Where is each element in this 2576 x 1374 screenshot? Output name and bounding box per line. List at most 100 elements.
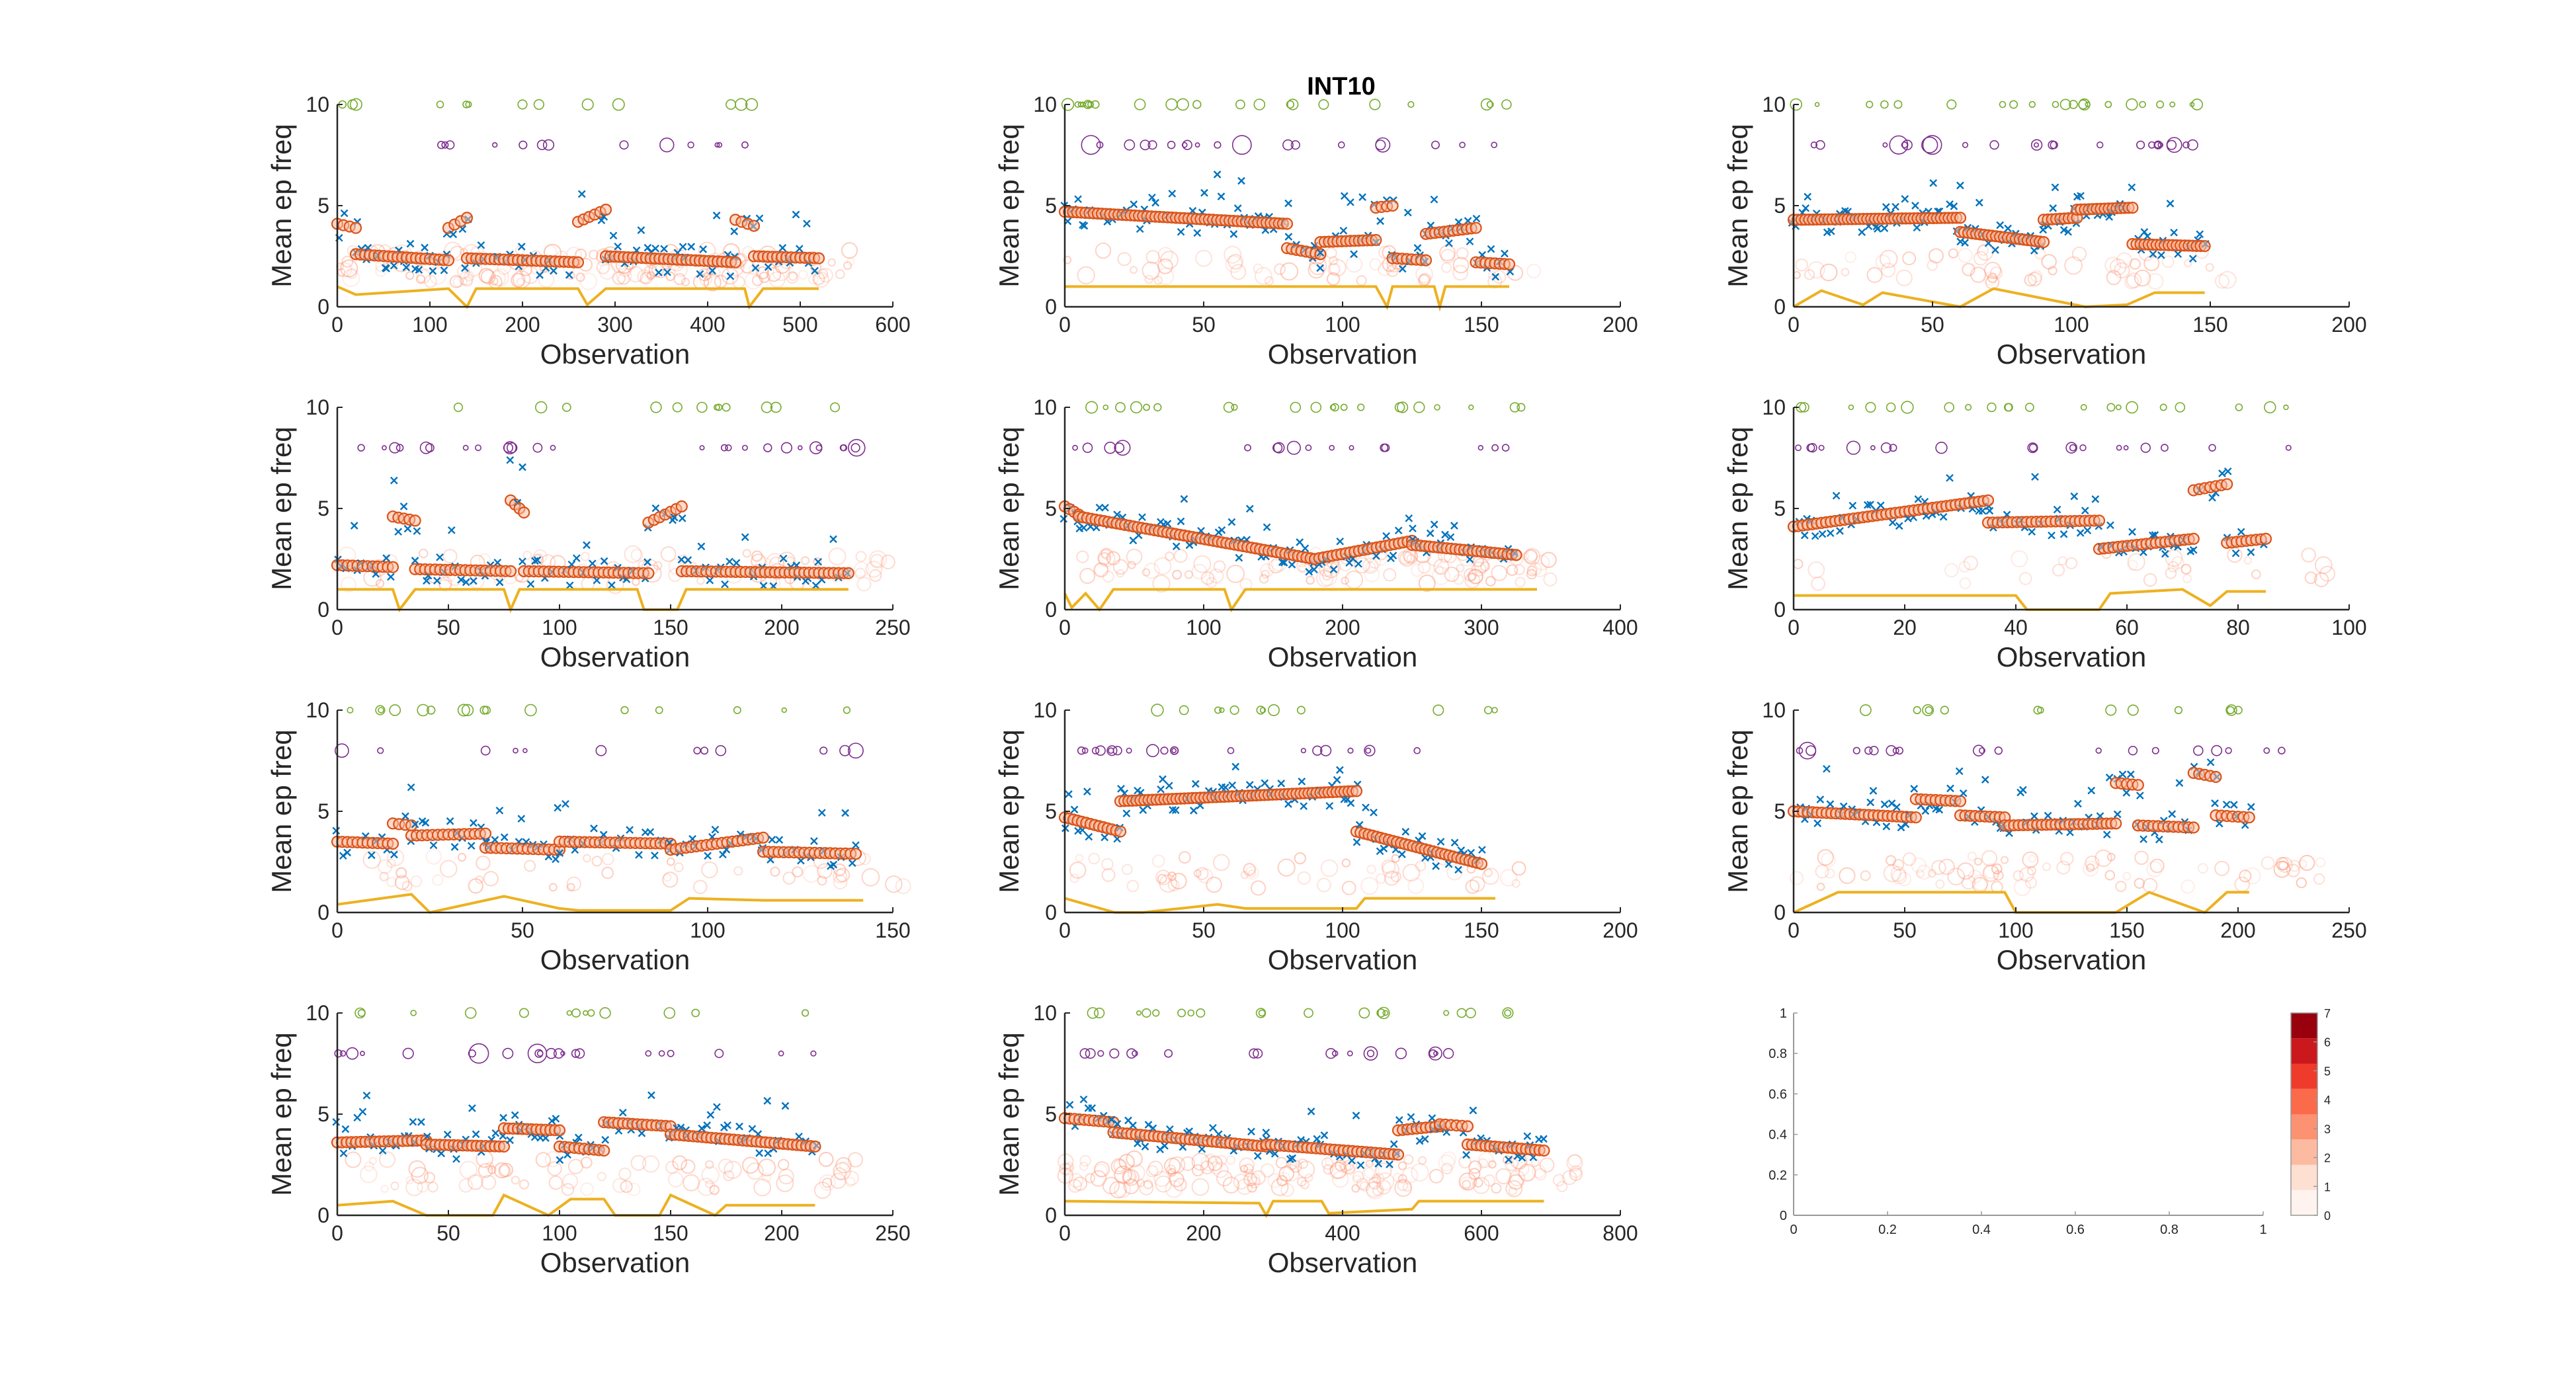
bg-circle-point xyxy=(786,271,799,284)
mid-marker-point xyxy=(1380,443,1389,452)
observed-point xyxy=(411,557,419,565)
fit-point xyxy=(1909,811,1922,824)
mid-marker-point xyxy=(1329,444,1335,451)
x-tick-label: 150 xyxy=(2109,918,2144,942)
bg-circle-point xyxy=(2129,258,2141,270)
observed-point xyxy=(1911,202,1919,210)
top-marker-point xyxy=(581,98,594,111)
bg-circle-point xyxy=(627,266,644,283)
mid-marker-point xyxy=(389,442,401,454)
observed-point xyxy=(2028,528,2036,536)
top-marker-point xyxy=(1434,404,1440,411)
observed-point xyxy=(1836,527,1844,535)
bg-circle-point xyxy=(895,878,911,895)
observed-point xyxy=(343,848,351,857)
observed-point xyxy=(2051,183,2059,192)
observed-point xyxy=(811,581,820,590)
observed-point xyxy=(1804,192,1812,201)
bg-circle-point xyxy=(432,874,444,886)
bg-circle-point xyxy=(817,863,833,879)
bg-circle-point xyxy=(2018,572,2032,585)
mid-marker-point xyxy=(2123,445,2129,451)
observed-point xyxy=(2188,255,2197,263)
top-marker-point xyxy=(1509,402,1520,413)
observed-point xyxy=(1101,503,1109,512)
observed-point xyxy=(1901,195,1909,203)
top-marker-point xyxy=(761,401,773,413)
mid-marker-point xyxy=(714,142,720,148)
bg-circle-point xyxy=(1306,575,1315,585)
top-marker-point xyxy=(1153,403,1162,412)
observed-point xyxy=(1880,224,1889,232)
x-tick-label: 100 xyxy=(412,313,447,337)
observed-point xyxy=(413,527,421,536)
mid-marker-point xyxy=(839,745,851,756)
observed-point xyxy=(447,526,456,534)
bg-circle-point xyxy=(1142,568,1151,577)
bg-circle-point xyxy=(828,547,847,565)
mid-marker-point xyxy=(2182,141,2190,149)
bg-circle-point xyxy=(452,276,464,288)
top-marker-point xyxy=(655,706,663,714)
observed-point xyxy=(841,809,849,817)
bg-circle-point xyxy=(1243,863,1256,876)
observed-point xyxy=(1895,522,1903,530)
bg-circle-point xyxy=(1434,565,1444,575)
bg-circle-point xyxy=(478,268,494,284)
subplot-5: 0 100 200 300 400 0 5 10 Observation Mean ep freq xyxy=(993,395,1638,672)
top-marker-point xyxy=(1965,403,1972,411)
observed-point xyxy=(708,266,716,275)
bg-circle-point xyxy=(1297,871,1311,885)
fit-point xyxy=(599,204,612,216)
observed-point xyxy=(1113,510,1121,519)
mid-marker-point xyxy=(1231,135,1252,155)
observed-point xyxy=(1117,785,1125,793)
observed-point xyxy=(1284,233,1293,241)
observed-point xyxy=(1168,189,1177,198)
x-tick-label: 400 xyxy=(1602,616,1638,639)
top-marker-point xyxy=(1901,401,1914,414)
bg-circle-point xyxy=(846,257,855,266)
observed-point xyxy=(719,850,727,859)
observed-point xyxy=(1136,225,1144,233)
y-tick-label: 10 xyxy=(1762,698,1786,722)
y-axis-label: Mean ep freq xyxy=(1722,729,1753,893)
bg-circle-point xyxy=(1819,263,1838,282)
observed-point xyxy=(829,535,837,544)
fit-point xyxy=(479,827,492,840)
bg-circle-point xyxy=(1130,266,1138,274)
x-tick-label: 50 xyxy=(436,616,460,639)
observed-point xyxy=(2149,250,2157,259)
top-marker-point xyxy=(2126,401,2139,414)
observed-point xyxy=(1159,775,1167,784)
bg-circle-point xyxy=(589,249,599,260)
x-tick-label: 50 xyxy=(1192,313,1216,337)
x-tick-label: 40 xyxy=(2004,616,2028,639)
bg-circle-point xyxy=(1441,262,1452,273)
bg-circle-point xyxy=(1069,873,1079,883)
bg-circle-point xyxy=(1970,266,1987,283)
observed-point xyxy=(1888,518,1897,527)
bg-circle-point xyxy=(769,271,786,288)
observed-point xyxy=(803,220,811,228)
fit-point xyxy=(2187,532,2200,546)
top-marker-point xyxy=(1799,402,1809,413)
bg-circle-point xyxy=(1384,870,1399,886)
bg-circle-point xyxy=(1963,555,1978,571)
mid-marker-point xyxy=(474,444,481,452)
y-tick-label: 5 xyxy=(317,1102,329,1126)
bg-circle-point xyxy=(1251,880,1267,896)
observed-point xyxy=(699,245,708,253)
x-axis-label: Observation xyxy=(1268,339,1417,370)
bg-circle-point xyxy=(1329,256,1339,266)
bg-circle-point xyxy=(801,556,810,565)
observed-point xyxy=(2237,528,2245,536)
x-axis-label: Observation xyxy=(1268,1247,1417,1278)
mid-marker-point xyxy=(2048,140,2057,150)
observed-point xyxy=(1472,214,1481,223)
bg-circle-point xyxy=(858,853,871,866)
observed-point xyxy=(2128,183,2136,192)
observed-point xyxy=(1235,553,1243,562)
observed-point xyxy=(1863,501,1872,509)
x-tick-label: 250 xyxy=(875,616,910,639)
